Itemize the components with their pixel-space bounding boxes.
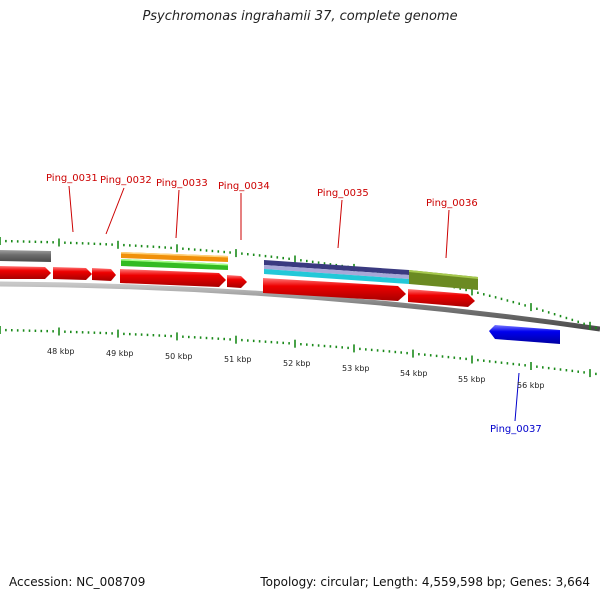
- scale-label: 50 kbp: [165, 352, 193, 361]
- leader-line-ping-0035: [337, 199, 343, 249]
- olive-feature[interactable]: [409, 270, 478, 290]
- leader-line-ping-0031: [68, 185, 74, 233]
- leader-line-ping-0033: [175, 189, 180, 239]
- gene-arrow-ping-0032a[interactable]: [53, 267, 92, 280]
- scale-labels: 48 kbp 49 kbp 50 kbp 51 kbp 52 kbp 53 kb…: [47, 347, 545, 390]
- scale-label: 49 kbp: [106, 349, 134, 358]
- accession-text: Accession: NC_008709: [9, 575, 146, 589]
- green-feature-top: [121, 259, 228, 266]
- label-leader-lines: [68, 185, 520, 422]
- gene-label-ping-0032[interactable]: Ping_0032: [100, 175, 152, 186]
- olive-feature-top: [409, 270, 478, 279]
- gene-arrow-ping-0034[interactable]: [227, 275, 247, 288]
- scale-label: 54 kbp: [400, 369, 428, 378]
- scale-label: 55 kbp: [458, 375, 486, 384]
- gene-label-ping-0034[interactable]: Ping_0034: [218, 181, 270, 192]
- gene-label-ping-0037[interactable]: Ping_0037: [490, 424, 542, 435]
- gene-arrow-ping-0037[interactable]: [489, 325, 560, 344]
- feature-tracks: [0, 250, 560, 344]
- leader-line-ping-0036: [445, 209, 450, 259]
- gene-arrow-ping-0031[interactable]: [0, 266, 51, 279]
- navy-feature[interactable]: [264, 260, 409, 275]
- gene-label-ping-0033[interactable]: Ping_0033: [156, 178, 208, 189]
- scale-label: 48 kbp: [47, 347, 75, 356]
- grey-feature[interactable]: [0, 250, 51, 262]
- orange-feature-top: [121, 252, 228, 258]
- gene-label-ping-0031[interactable]: Ping_0031: [46, 173, 98, 184]
- gene-arrow-ping-0036[interactable]: [408, 289, 475, 307]
- backbone: [0, 281, 600, 332]
- scale-label: 53 kbp: [342, 364, 370, 373]
- lavender-feature[interactable]: [264, 265, 409, 279]
- genome-summary-text: Topology: circular; Length: 4,559,598 bp…: [260, 575, 590, 589]
- gene-arrow-ping-0032b[interactable]: [92, 268, 116, 281]
- leader-line-ping-0032: [105, 187, 125, 235]
- gene-label-ping-0036[interactable]: Ping_0036: [426, 198, 478, 209]
- page-title: Psychromonas ingrahamii 37, complete gen…: [142, 9, 458, 24]
- lower-tick-row: [0, 326, 597, 378]
- gene-arrow-ping-0035[interactable]: [263, 278, 406, 301]
- gene-labels: Ping_0031 Ping_0032 Ping_0033 Ping_0034 …: [46, 173, 542, 435]
- leader-line-ping-0037: [514, 372, 520, 422]
- scale-label: 56 kbp: [517, 381, 545, 390]
- cyan-feature[interactable]: [264, 269, 409, 284]
- scale-label: 51 kbp: [224, 355, 252, 364]
- gene-label-ping-0035[interactable]: Ping_0035: [317, 188, 369, 199]
- gene-arrow-ping-0033[interactable]: [120, 269, 226, 287]
- scale-label: 52 kbp: [283, 359, 311, 368]
